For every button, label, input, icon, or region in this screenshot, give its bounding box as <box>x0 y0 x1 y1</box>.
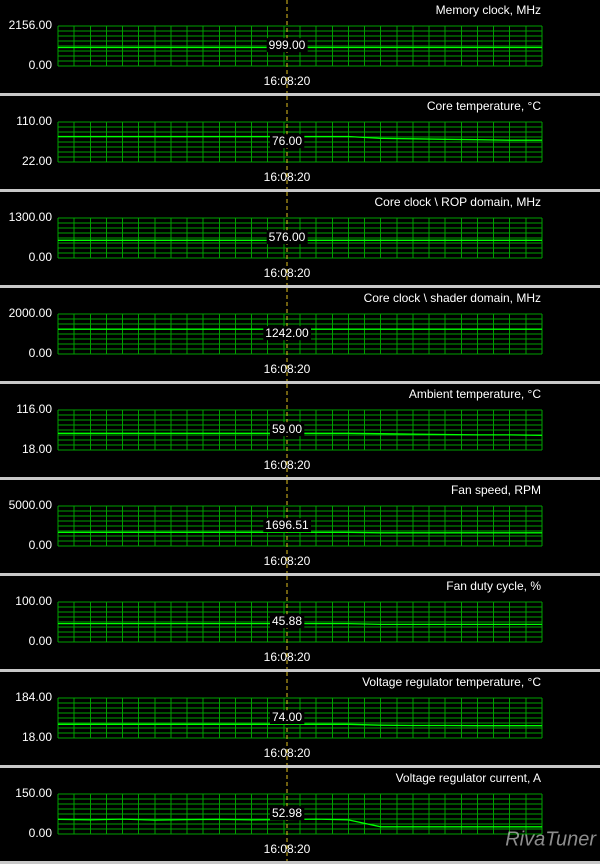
time-label: 16:08:20 <box>264 746 311 760</box>
cursor-value-bg <box>263 518 312 533</box>
cursor-value-bg <box>269 422 305 437</box>
panel-separator <box>0 189 600 192</box>
panel-separator <box>0 285 600 288</box>
cursor-value-bg <box>269 806 305 821</box>
cursor-value-bg <box>266 230 308 245</box>
y-tick-label: 110.00 <box>16 114 52 128</box>
y-tick-label: 2000.00 <box>9 306 53 320</box>
cursor-value: 1696.51 <box>265 518 309 532</box>
y-tick-label: 5000.00 <box>9 498 53 512</box>
panel-separator <box>0 669 600 672</box>
cursor-value-bg <box>269 134 305 149</box>
y-tick-label: 1300.00 <box>9 210 53 224</box>
panel-title: Voltage regulator temperature, °C <box>362 675 541 689</box>
cursor-value: 76.00 <box>272 134 302 148</box>
y-tick-label: 0.00 <box>29 538 53 552</box>
y-tick-label: 2156.00 <box>9 18 53 32</box>
panel-separator <box>0 381 600 384</box>
y-tick-label: 0.00 <box>29 58 53 72</box>
panel-title: Fan duty cycle, % <box>446 579 541 593</box>
time-label: 16:08:20 <box>264 842 311 856</box>
cursor-value: 1242.00 <box>265 326 309 340</box>
y-tick-label: 0.00 <box>29 634 53 648</box>
cursor-value: 59.00 <box>272 422 302 436</box>
panel-title: Fan speed, RPM <box>451 483 541 497</box>
time-label: 16:08:20 <box>264 650 311 664</box>
panel-title: Memory clock, MHz <box>436 3 541 17</box>
cursor-value: 74.00 <box>272 710 302 724</box>
y-tick-label: 116.00 <box>16 402 52 416</box>
cursor-value-bg <box>269 614 305 629</box>
cursor-value-bg <box>266 38 308 53</box>
cursor-value: 999.00 <box>269 38 306 52</box>
cursor-value: 576.00 <box>269 230 306 244</box>
panel-title: Core temperature, °C <box>427 99 542 113</box>
cursor-value-bg <box>269 710 305 725</box>
y-tick-label: 0.00 <box>29 346 53 360</box>
panel-title: Core clock \ shader domain, MHz <box>364 291 541 305</box>
data-line <box>58 723 542 727</box>
time-label: 16:08:20 <box>264 170 311 184</box>
y-tick-label: 0.00 <box>29 826 53 840</box>
panel-title: Ambient temperature, °C <box>409 387 542 401</box>
panel-separator <box>0 861 600 864</box>
y-tick-label: 100.00 <box>15 594 52 608</box>
logo: RivaTuner <box>505 828 597 850</box>
time-label: 16:08:20 <box>264 362 311 376</box>
y-tick-label: 150.00 <box>15 786 52 800</box>
cursor-value: 45.88 <box>272 614 302 628</box>
cursor-value: 52.98 <box>272 806 302 820</box>
time-label: 16:08:20 <box>264 554 311 568</box>
panel-separator <box>0 93 600 96</box>
y-tick-label: 18.00 <box>22 442 52 456</box>
panel-separator <box>0 573 600 576</box>
panel-separator <box>0 477 600 480</box>
panel-title: Core clock \ ROP domain, MHz <box>375 195 542 209</box>
panel-separator <box>0 765 600 768</box>
y-tick-label: 184.00 <box>15 690 52 704</box>
y-tick-label: 0.00 <box>29 250 53 264</box>
time-label: 16:08:20 <box>264 266 311 280</box>
y-tick-label: 18.00 <box>22 730 52 744</box>
cursor-value-bg <box>263 326 312 341</box>
time-label: 16:08:20 <box>264 458 311 472</box>
time-label: 16:08:20 <box>264 74 311 88</box>
y-tick-label: 22.00 <box>22 154 52 168</box>
panel-title: Voltage regulator current, A <box>396 771 541 785</box>
